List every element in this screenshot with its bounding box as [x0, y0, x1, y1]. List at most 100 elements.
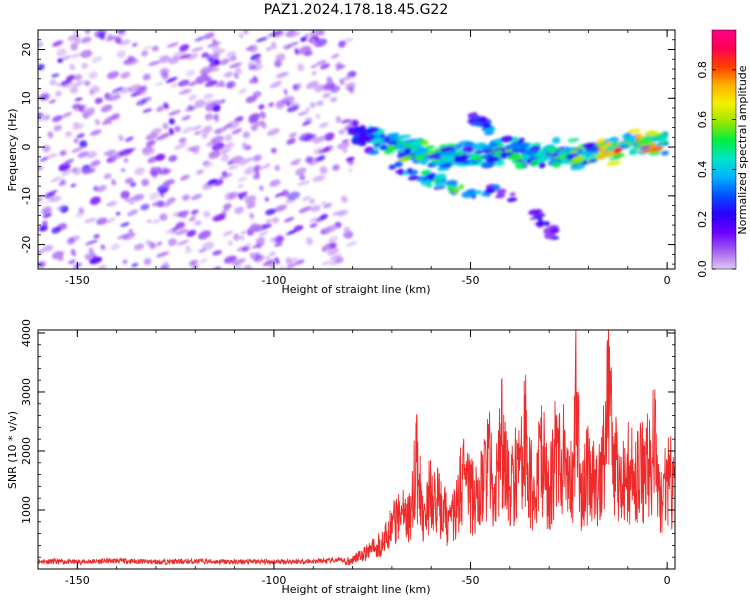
heatmap-cell	[652, 133, 668, 139]
heatmap-cell	[53, 124, 62, 132]
snr-panel: -150 -100 -50 0 1000 2000 3000 4000 Height of …	[6, 319, 676, 596]
heatmap-cell	[107, 71, 120, 79]
heatmap-cell	[162, 122, 169, 130]
heatmap-cell	[458, 184, 465, 190]
heatmap-cell	[339, 78, 345, 86]
heatmap-cell	[287, 191, 301, 201]
heatmap-cell	[56, 48, 67, 57]
heatmap-cell	[612, 153, 626, 159]
heatmap-cell	[627, 128, 641, 134]
heatmap-cell	[238, 33, 244, 39]
heatmap-cell	[165, 227, 178, 234]
x-tick-label: -50	[462, 274, 480, 287]
heatmap-cell	[446, 184, 455, 190]
heatmap-cell	[219, 173, 233, 180]
heatmap-cell	[637, 137, 653, 146]
heatmap-cell	[39, 156, 50, 162]
y-tick-label: 4000	[20, 319, 33, 347]
heatmap-cell	[452, 187, 459, 195]
heatmap-cell	[61, 112, 73, 118]
heatmap-cell	[478, 116, 488, 124]
heatmap-cell	[406, 168, 413, 174]
heatmap-cell	[233, 233, 240, 241]
heatmap-cell	[269, 179, 281, 187]
heatmap-cell	[149, 191, 160, 201]
heatmap-cell	[249, 212, 255, 220]
heatmap-cell	[300, 36, 308, 42]
heatmap-cell	[98, 32, 106, 40]
heatmap-cell	[274, 164, 281, 171]
heatmap-cell	[50, 176, 62, 183]
heatmap-cell	[48, 99, 57, 104]
heatmap-cell	[223, 71, 234, 78]
y-tick-label: 10	[20, 91, 33, 105]
heatmap-cell	[316, 59, 327, 66]
heatmap-cell	[147, 156, 158, 164]
heatmap-cell	[275, 71, 289, 79]
heatmap-cell	[163, 179, 176, 186]
heatmap-cell	[548, 148, 556, 154]
heatmap-cell	[175, 228, 189, 236]
heatmap-cell	[155, 153, 166, 161]
heatmap-cell	[94, 97, 103, 104]
heatmap-cell	[274, 192, 286, 198]
heatmap-cell	[274, 204, 288, 212]
heatmap-cell	[415, 154, 425, 161]
heatmap-cell	[49, 79, 57, 86]
heatmap-cell	[506, 197, 518, 203]
heatmap-cell	[403, 148, 412, 154]
heatmap-cell	[86, 151, 98, 159]
x-tick-label: -100	[261, 274, 286, 287]
heatmap-cell	[181, 115, 191, 121]
heatmap-cell	[188, 216, 196, 222]
heatmap-cell	[110, 113, 120, 121]
heatmap-cell	[341, 139, 350, 143]
heatmap-cell	[286, 262, 297, 269]
heatmap-cell	[72, 167, 83, 176]
heatmap-cell	[323, 202, 333, 209]
heatmap-cell	[199, 127, 213, 133]
heatmap-cell	[337, 210, 349, 217]
heatmap-cell	[476, 123, 484, 127]
heatmap-cell	[234, 72, 239, 79]
heatmap-cell	[556, 150, 568, 155]
heatmap-cell	[383, 149, 394, 155]
heatmap-cell	[495, 193, 506, 199]
heatmap-cell	[143, 45, 152, 51]
heatmap-cell	[271, 41, 277, 50]
heatmap-cell	[194, 75, 208, 84]
heatmap-cell	[469, 117, 477, 122]
y-tick-label: -10	[20, 187, 33, 205]
heatmap-cell	[163, 166, 169, 175]
heatmap-cell	[332, 164, 340, 171]
colorbar-tick-label: 0.8	[696, 61, 709, 79]
heatmap-cell	[241, 142, 248, 151]
heatmap-cell	[252, 242, 265, 249]
heatmap-cell	[248, 224, 261, 233]
heatmap-cell	[79, 140, 88, 148]
heatmap-cell	[201, 132, 209, 139]
heatmap-cell	[166, 197, 176, 204]
heatmap-cell	[275, 234, 284, 243]
heatmap-cell	[190, 145, 201, 153]
heatmap-cell	[341, 195, 348, 203]
heatmap-cell	[309, 204, 322, 212]
heatmap-cell	[235, 67, 242, 75]
figure-title: PAZ1.2024.178.18.45.G22	[264, 2, 449, 18]
heatmap-cell	[59, 150, 67, 157]
heatmap-cell	[538, 161, 546, 169]
heatmap-cell	[202, 160, 210, 166]
heatmap-cell	[143, 258, 152, 266]
heatmap-cell	[131, 194, 145, 202]
heatmap-cell	[311, 71, 317, 76]
heatmap-cell	[168, 56, 180, 65]
heatmap-cell	[120, 86, 132, 94]
heatmap-cell	[310, 40, 316, 45]
heatmap-cell	[138, 91, 147, 96]
heatmap-cell	[604, 146, 616, 151]
x-tick-label: 0	[664, 574, 671, 587]
heatmap-cell	[128, 200, 135, 205]
heatmap-cell	[567, 138, 580, 143]
heatmap-cell	[240, 235, 245, 241]
heatmap-cell	[51, 226, 61, 234]
